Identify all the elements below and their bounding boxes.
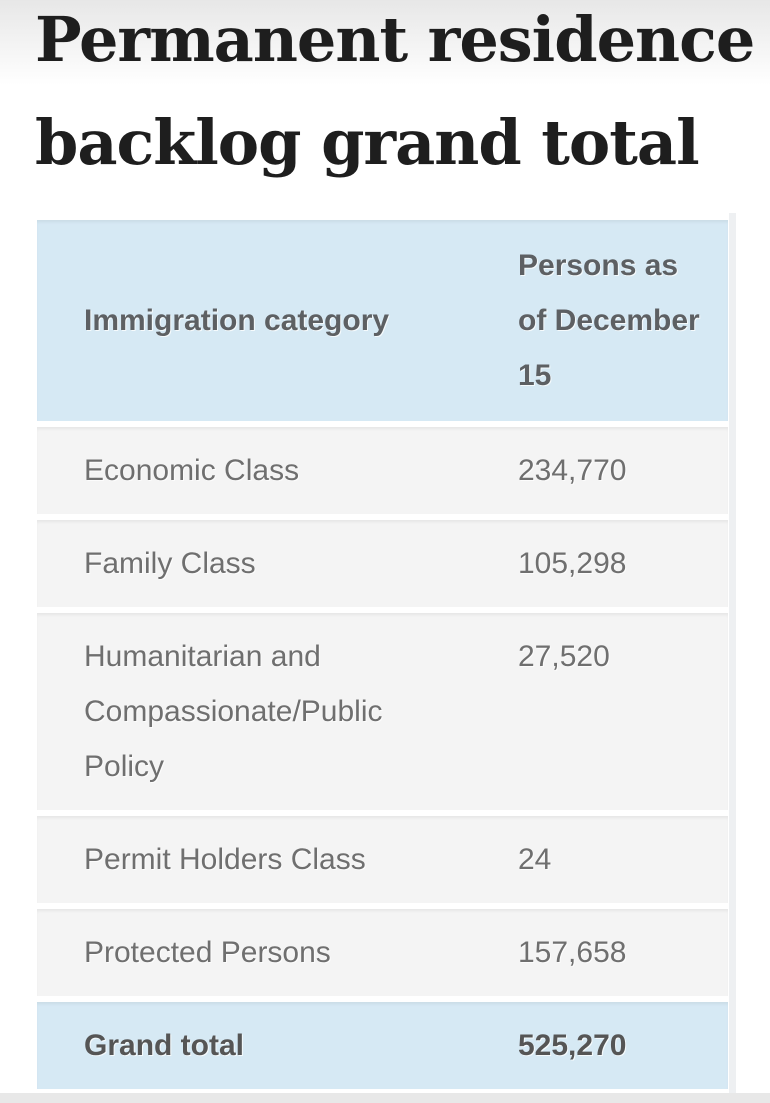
table-row-economic-class: Economic Class 234,770	[37, 427, 728, 514]
value-cell: 157,658	[518, 936, 627, 969]
value-cell: 105,298	[518, 547, 627, 580]
value-cell: 234,770	[518, 454, 627, 487]
grand-total-value: 525,270	[518, 1029, 627, 1062]
table-row-humanitarian-compassionate: Humanitarian and Compassionate/Public Po…	[37, 613, 728, 810]
table-row-protected-persons: Protected Persons 157,658	[37, 909, 728, 996]
page-title: Permanent residence backlog grand total	[35, 3, 755, 179]
category-cell: Economic Class	[84, 454, 300, 487]
column-header-persons-as-of-december-15: Persons as of December 15	[518, 249, 700, 392]
table-row-family-class: Family Class 105,298	[37, 520, 728, 607]
category-cell: Humanitarian and Compassionate/Public Po…	[84, 640, 383, 783]
category-cell: Family Class	[84, 547, 256, 580]
category-cell: Protected Persons	[84, 936, 331, 969]
bottom-edge-strip	[0, 1093, 770, 1103]
scrollbar-track[interactable]	[729, 213, 736, 1093]
table-row-grand-total: Grand total 525,270	[37, 1002, 728, 1089]
column-header-immigration-category: Immigration category	[84, 304, 390, 337]
backlog-table: Immigration category Persons as of Decem…	[37, 220, 728, 1089]
table-row-permit-holders-class: Permit Holders Class 24	[37, 816, 728, 903]
grand-total-label: Grand total	[84, 1029, 245, 1062]
value-cell: 24	[518, 843, 552, 876]
category-cell: Permit Holders Class	[84, 843, 366, 876]
value-cell: 27,520	[518, 640, 610, 673]
table-header-row: Immigration category Persons as of Decem…	[37, 220, 728, 421]
